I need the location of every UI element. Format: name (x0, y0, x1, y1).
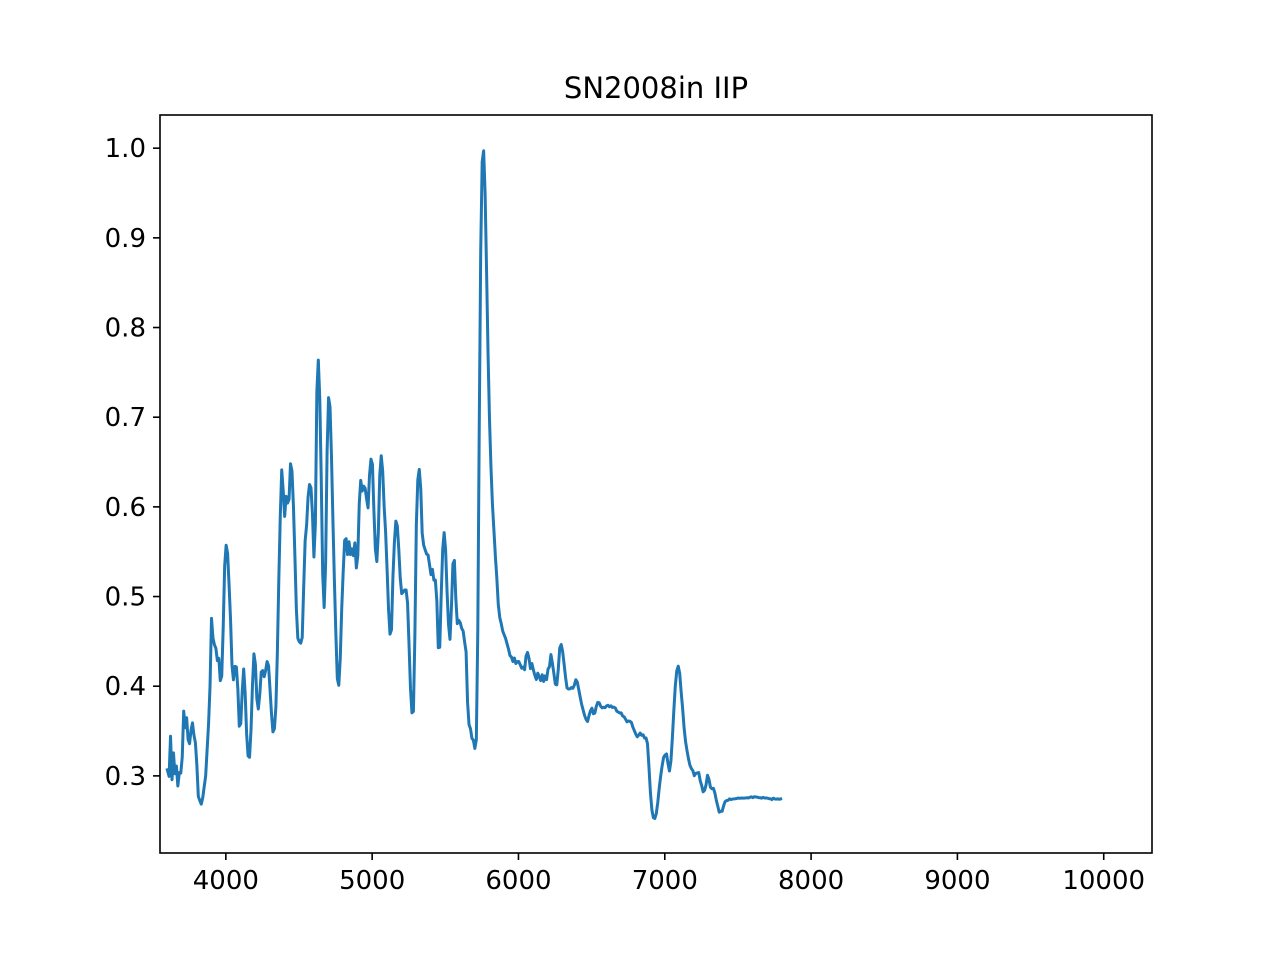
y-tick-label: 0.8 (105, 314, 146, 344)
y-tick-label: 0.5 (105, 583, 146, 613)
y-tick-label: 0.7 (105, 403, 146, 433)
x-tick-label: 8000 (778, 866, 844, 896)
x-tick-label: 10000 (1062, 866, 1145, 896)
x-tick-label: 5000 (339, 866, 405, 896)
series-layer (165, 149, 783, 820)
x-tick-label: 7000 (632, 866, 698, 896)
plot-frame (159, 114, 1153, 854)
y-tick-label: 0.3 (105, 762, 146, 792)
y-tick-label: 0.9 (105, 224, 146, 254)
x-axis: 4000 5000 6000 7000 8000 9000 10000 (193, 853, 1145, 896)
y-tick-label: 0.4 (105, 672, 146, 702)
chart-title: SN2008in IIP (564, 71, 748, 105)
x-tick-label: 9000 (924, 866, 990, 896)
y-tick-label: 1.0 (105, 134, 146, 164)
x-tick-label: 4000 (193, 866, 259, 896)
series-line-SN2008in (165, 149, 783, 820)
y-axis: 0.3 0.4 0.5 0.6 0.7 0.8 0.9 1.0 (105, 134, 160, 792)
x-tick-label: 6000 (485, 866, 551, 896)
y-tick-label: 0.6 (105, 493, 146, 523)
